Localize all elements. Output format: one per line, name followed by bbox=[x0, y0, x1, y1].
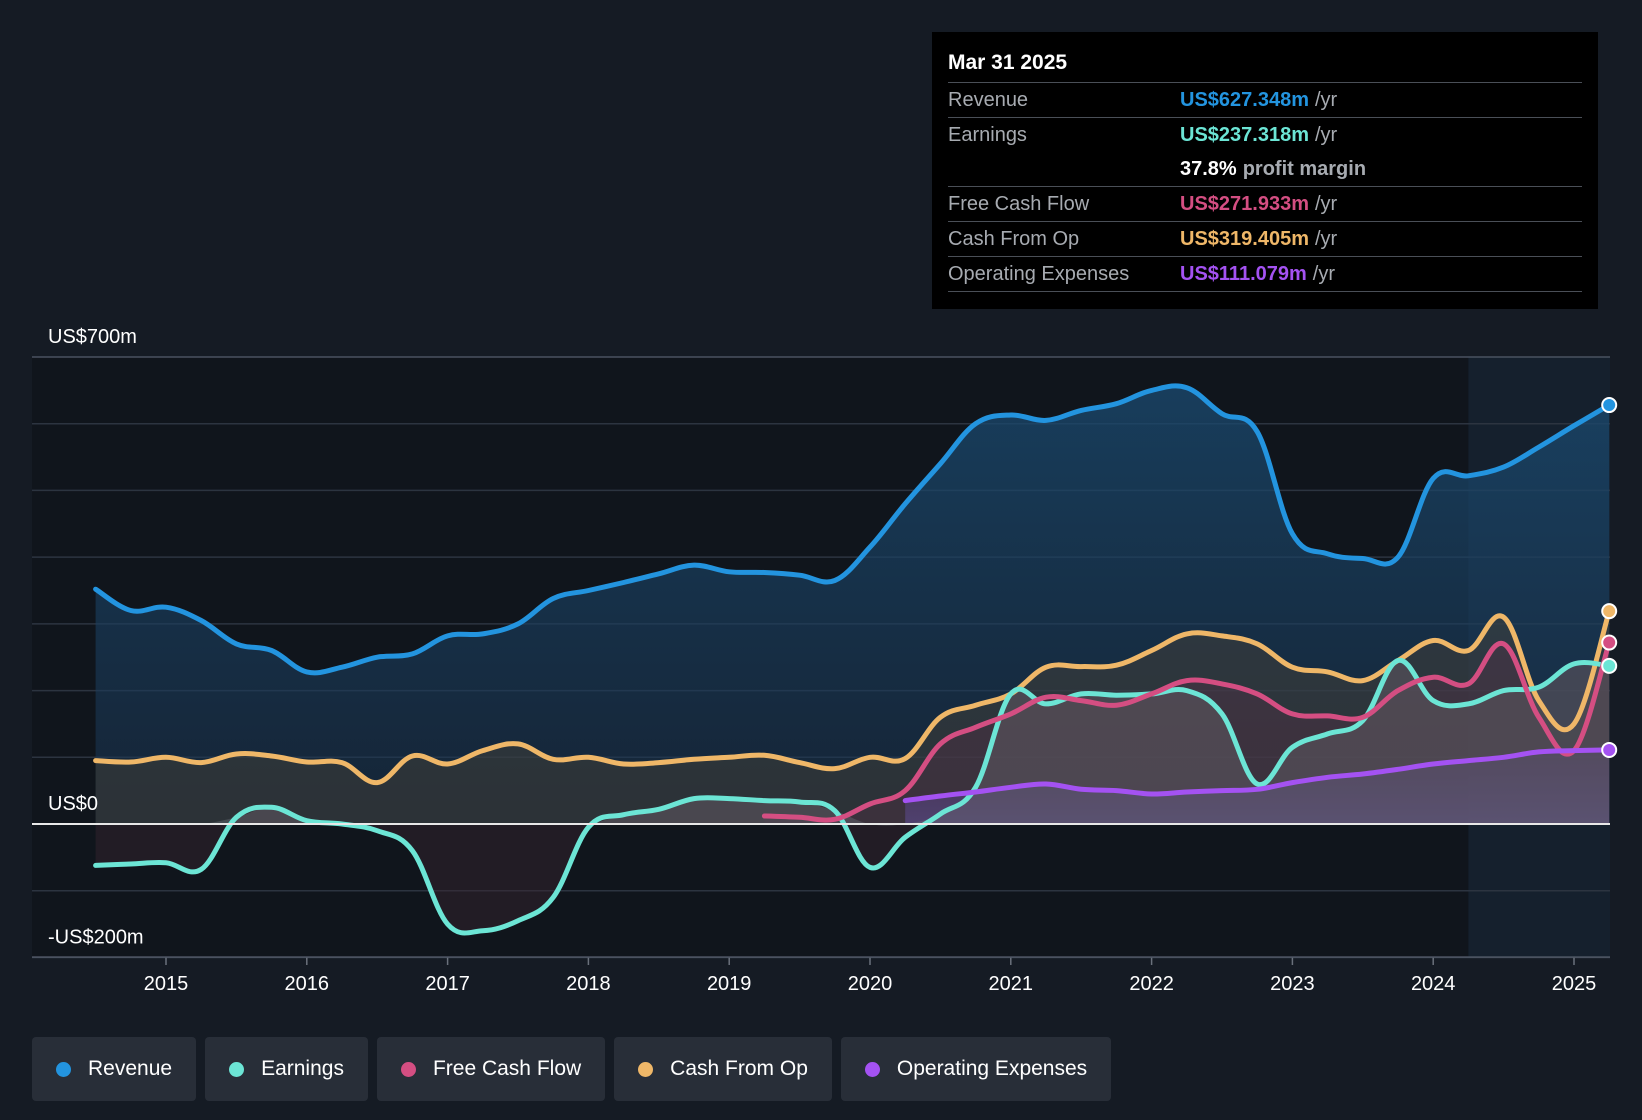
y-axis-label: US$700m bbox=[48, 326, 137, 348]
tooltip-value: US$271.933m/yr bbox=[1180, 187, 1337, 221]
x-axis-label: 2025 bbox=[1552, 973, 1597, 995]
tooltip-value: US$627.348m/yr bbox=[1180, 83, 1337, 117]
profit-margin-label: profit margin bbox=[1242, 158, 1367, 180]
free-cash-flow-dot-icon bbox=[400, 1061, 416, 1077]
line-earnings bbox=[93, 657, 1612, 936]
area-earnings bbox=[95, 660, 1610, 934]
x-axis-label: 2024 bbox=[1411, 973, 1456, 995]
tooltip-row-operating-expenses: Operating Expenses US$111.079m/yr bbox=[948, 256, 1582, 292]
x-axis-label: 2020 bbox=[848, 973, 893, 995]
legend-label: Free Cash Flow bbox=[432, 1057, 582, 1080]
area-earnings-positive bbox=[95, 660, 1610, 826]
profit-margin-value: 37.8% bbox=[1180, 158, 1237, 180]
tooltip-unit: /yr bbox=[1314, 124, 1338, 146]
line-operating-expenses bbox=[902, 747, 1612, 804]
end-marker-operating-expenses bbox=[1601, 741, 1618, 758]
tooltip-value: US$237.318m/yr bbox=[1180, 118, 1337, 152]
earnings-dot-icon bbox=[229, 1061, 245, 1077]
tooltip-row-margin: 37.8% profit margin bbox=[948, 152, 1582, 186]
chart: US$700m US$0 -US$200m 2015 2016 2017 2018 2019 2… bbox=[32, 326, 1618, 995]
tooltip-value: US$319.405m/yr bbox=[1180, 222, 1337, 256]
tooltip-label: Free Cash Flow bbox=[948, 193, 1090, 215]
tooltip-date: Mar 31 2025 bbox=[948, 51, 1068, 74]
x-axis-label: 2021 bbox=[989, 973, 1034, 995]
x-axis-label: 2017 bbox=[425, 973, 470, 995]
legend-item-free-cash-flow[interactable]: Free Cash Flow bbox=[376, 1037, 606, 1101]
x-axis-label: 2023 bbox=[1270, 973, 1315, 995]
cash-from-op-dot-icon bbox=[638, 1061, 654, 1077]
end-marker-cash-from-op bbox=[1601, 603, 1618, 620]
legend-item-operating-expenses[interactable]: Operating Expenses bbox=[840, 1037, 1112, 1101]
tooltip-unit: /yr bbox=[1314, 193, 1338, 215]
end-marker-revenue bbox=[1601, 397, 1618, 414]
end-marker-free-cash-flow bbox=[1601, 634, 1618, 651]
operating-expenses-dot-icon bbox=[864, 1061, 880, 1077]
tooltip-row-revenue: Revenue US$627.348m/yr bbox=[948, 82, 1582, 117]
tooltip-unit: /yr bbox=[1314, 89, 1338, 111]
x-axis-label: 2016 bbox=[285, 973, 330, 995]
line-cash-from-op bbox=[93, 608, 1612, 786]
tooltip-label: Revenue bbox=[948, 89, 1029, 111]
legend-label: Revenue bbox=[88, 1057, 173, 1080]
tooltip-row-free-cash-flow: Free Cash Flow US$271.933m/yr bbox=[948, 186, 1582, 221]
revenue-dot-icon bbox=[56, 1061, 71, 1077]
tooltip-row-cash-from-op: Cash From Op US$319.405m/yr bbox=[948, 221, 1582, 256]
x-axis-label: 2018 bbox=[566, 973, 611, 995]
line-revenue bbox=[93, 383, 1612, 676]
tooltip-unit: /yr bbox=[1312, 263, 1335, 285]
y-axis-label: -US$200m bbox=[48, 926, 144, 948]
legend-item-revenue[interactable]: Revenue bbox=[32, 1037, 197, 1101]
tooltip: Mar 31 2025 Revenue US$627.348m/yr Earni… bbox=[932, 32, 1598, 309]
tooltip-row-earnings: Earnings US$237.318m/yr bbox=[948, 117, 1582, 152]
x-axis-label: 2015 bbox=[144, 973, 189, 995]
profit-margin: 37.8% profit margin bbox=[1180, 152, 1366, 186]
tooltip-value-text: US$271.933m bbox=[1180, 193, 1309, 215]
legend: Revenue Earnings Free Cash Flow Cash Fro… bbox=[32, 1037, 1112, 1101]
x-axis-label: 2022 bbox=[1129, 973, 1174, 995]
legend-label: Cash From Op bbox=[670, 1057, 808, 1080]
y-axis-label: US$0 bbox=[48, 793, 98, 815]
legend-label: Operating Expenses bbox=[896, 1057, 1088, 1080]
x-axis-label: 2019 bbox=[707, 973, 752, 995]
legend-item-earnings[interactable]: Earnings bbox=[205, 1037, 368, 1101]
tooltip-value-text: US$111.079m bbox=[1180, 263, 1307, 285]
tooltip-value-text: US$319.405m bbox=[1180, 228, 1309, 250]
tooltip-label: Earnings bbox=[948, 124, 1027, 146]
area-cash-from-op bbox=[95, 611, 1610, 824]
area-operating-expenses bbox=[905, 749, 1610, 824]
tooltip-value-text: US$627.348m bbox=[1180, 89, 1309, 111]
area-revenue bbox=[95, 385, 1610, 824]
end-marker-earnings bbox=[1601, 657, 1618, 674]
line-free-cash-flow bbox=[761, 640, 1612, 823]
legend-item-cash-from-op[interactable]: Cash From Op bbox=[614, 1037, 832, 1101]
tooltip-label: Operating Expenses bbox=[948, 263, 1130, 285]
tooltip-value-text: US$237.318m bbox=[1180, 124, 1309, 146]
tooltip-unit: /yr bbox=[1314, 228, 1338, 250]
legend-label: Earnings bbox=[261, 1057, 344, 1080]
tooltip-label: Cash From Op bbox=[948, 228, 1080, 250]
tooltip-value: US$111.079m/yr bbox=[1180, 257, 1335, 291]
